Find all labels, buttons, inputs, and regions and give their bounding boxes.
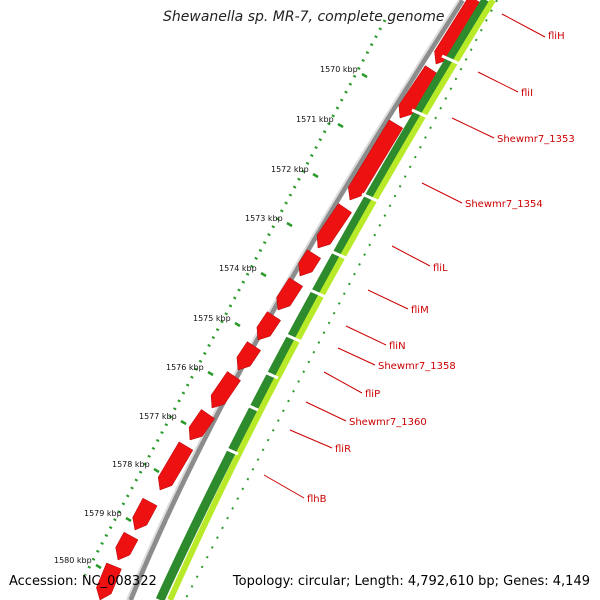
cds-arrow bbox=[316, 203, 352, 249]
cds-arrow bbox=[115, 531, 139, 561]
backbone-highlight bbox=[126, 0, 460, 600]
cds-track bbox=[96, 0, 484, 600]
ruler-tick bbox=[95, 563, 102, 570]
cds-arrow bbox=[96, 562, 122, 600]
gene-band-inner bbox=[167, 0, 496, 600]
ruler-label: 1573 kbp bbox=[245, 214, 283, 223]
gene-label: Shewmr7_1353 bbox=[497, 134, 575, 145]
cds-arrow bbox=[132, 497, 158, 531]
cds-arrow bbox=[157, 441, 194, 491]
gene-label: fliR bbox=[335, 444, 351, 455]
ruler-tick bbox=[286, 221, 293, 228]
gene-label: Shewmr7_1358 bbox=[378, 361, 456, 372]
gene-leader-line bbox=[477, 71, 519, 93]
gene-boundary bbox=[309, 288, 329, 300]
ruler-label: 1577 kbp bbox=[139, 412, 177, 421]
gene-boundary bbox=[441, 54, 461, 66]
gene-leader-line bbox=[305, 401, 347, 422]
gene-boundary bbox=[167, 518, 187, 530]
gene-label: fliM bbox=[411, 305, 429, 316]
gene-leader-line bbox=[451, 117, 495, 139]
gene-boundary bbox=[239, 400, 259, 412]
gene-boundary bbox=[283, 332, 303, 344]
cds-arrow bbox=[188, 409, 215, 441]
cds-arrow bbox=[298, 249, 322, 277]
gene-leader-line bbox=[323, 371, 363, 394]
gene-label: Shewmr7_1360 bbox=[349, 417, 427, 428]
gene-boundary bbox=[259, 368, 279, 380]
cds-arrow bbox=[348, 119, 404, 201]
ruler-tick bbox=[234, 321, 241, 328]
ruler-label: 1579 kbp bbox=[84, 509, 122, 518]
ruler-tick bbox=[153, 467, 160, 474]
gene-leader-line bbox=[345, 325, 387, 346]
gene-leader-line bbox=[337, 347, 376, 366]
gene-leader-line bbox=[391, 245, 431, 267]
inner-dotted-track bbox=[184, 0, 498, 600]
ruler-group: 1570 kbp 1571 kbp 1572 kbp 1573 kbp 1574 kbp… bbox=[54, 65, 368, 570]
gene-band-outer bbox=[155, 0, 490, 600]
cds-arrow bbox=[210, 371, 241, 409]
ruler-label: 1580 kbp bbox=[54, 556, 92, 565]
topology-summary: Topology: circular; Length: 4,792,610 bp… bbox=[232, 574, 590, 589]
gene-leader-line bbox=[367, 289, 409, 310]
cds-arrow bbox=[276, 277, 304, 311]
gene-track bbox=[155, 0, 496, 600]
gene-boundary bbox=[361, 192, 381, 204]
ruler-tick bbox=[260, 271, 267, 278]
gene-label: Shewmr7_1354 bbox=[465, 199, 543, 210]
gene-leader-line bbox=[421, 182, 463, 204]
accession-text: Accession: NC_008322 bbox=[9, 574, 157, 589]
ruler-tick bbox=[312, 172, 319, 179]
genome-title: Shewanella sp. MR-7, complete genome bbox=[163, 9, 445, 25]
cds-arrow bbox=[256, 311, 282, 341]
outer-dotted-track bbox=[83, 19, 387, 576]
cds-arrow bbox=[236, 341, 262, 371]
gene-label: fliH bbox=[548, 31, 565, 42]
ruler-label: 1572 kbp bbox=[271, 165, 309, 174]
ruler-label: 1571 kbp bbox=[296, 115, 334, 124]
gene-leader-line bbox=[501, 13, 546, 38]
gene-boundary bbox=[411, 108, 431, 120]
gene-label: fliI bbox=[521, 88, 533, 99]
gene-label: fliP bbox=[365, 389, 380, 400]
ruler-tick bbox=[337, 122, 344, 129]
gene-boundary bbox=[185, 484, 205, 496]
gene-label: fliN bbox=[389, 341, 406, 352]
ruler-label: 1578 kbp bbox=[112, 460, 150, 469]
ruler-label: 1576 kbp bbox=[166, 363, 204, 372]
ruler-label: 1575 kbp bbox=[193, 314, 231, 323]
backbone-arc bbox=[127, 0, 465, 600]
ruler-tick bbox=[180, 419, 187, 426]
gene-leader-line bbox=[263, 474, 305, 499]
ruler-label: 1570 kbp bbox=[320, 65, 358, 74]
gene-leader-line bbox=[289, 429, 333, 449]
gene-boundary bbox=[327, 248, 347, 260]
gene-label: flhB bbox=[307, 494, 327, 505]
ruler-tick bbox=[361, 72, 368, 79]
cds-arrow bbox=[398, 65, 440, 119]
ruler-label: 1574 kbp bbox=[219, 264, 257, 273]
ruler-tick bbox=[125, 516, 132, 523]
ruler-tick bbox=[207, 370, 214, 377]
gene-label: fliL bbox=[433, 263, 448, 274]
gene-boundary bbox=[219, 444, 239, 456]
gene-leader-group: fliH fliI Shewmr7_1353 Shewmr7_1354 fliL fliM… bbox=[263, 13, 575, 505]
